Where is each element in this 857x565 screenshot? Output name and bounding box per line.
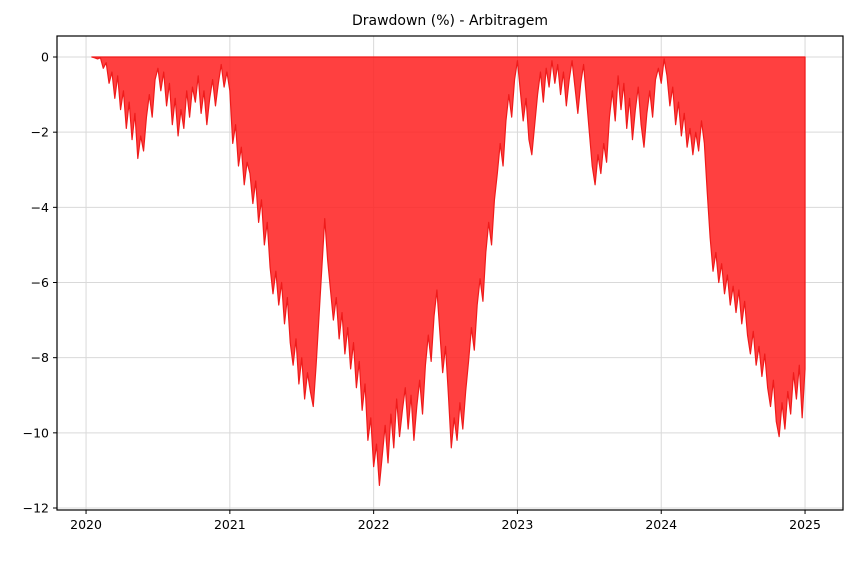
axes-spines	[56, 35, 844, 511]
x-tick-label: 2020	[70, 517, 102, 532]
x-tick-label: 2025	[789, 517, 821, 532]
y-tick-label: −12	[23, 501, 49, 516]
x-tick-label: 2022	[358, 517, 390, 532]
y-tick-label: −4	[31, 200, 49, 215]
chart-title: Drawdown (%) - Arbitragem	[351, 13, 549, 29]
y-tick-label: −6	[31, 275, 49, 290]
y-tick-label: 0	[41, 50, 49, 65]
x-tick-label: 2024	[645, 517, 677, 532]
x-tick-label: 2023	[502, 517, 534, 532]
drawdown-area-series	[91, 56, 806, 487]
y-tick-label: −10	[23, 425, 49, 440]
y-tick-label: −2	[31, 125, 49, 140]
x-tick-label: 2021	[214, 517, 246, 532]
y-tick-label: −8	[31, 350, 49, 365]
